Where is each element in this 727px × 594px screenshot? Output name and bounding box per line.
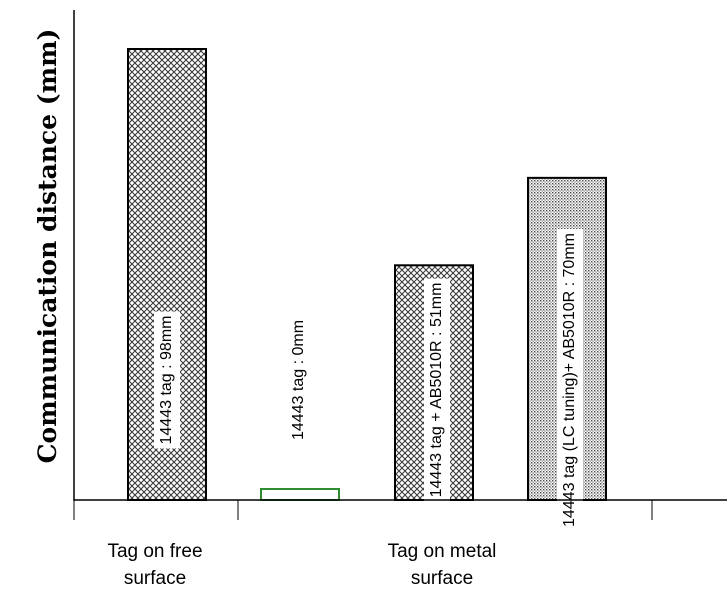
bar-label-4: 14443 tag (LC tuning)+ AB5010R : 70mm bbox=[561, 233, 578, 527]
bar-label-1: 14443 tag : 98mm bbox=[158, 316, 175, 445]
y-axis-label-group: Communication distance (mm) bbox=[33, 29, 62, 464]
bar-2 bbox=[260, 488, 340, 501]
group-label-1-line-2: surface bbox=[124, 568, 186, 589]
bars-layer: 14443 tag : 98mm 14443 tag : 0mm 14443 tag… bbox=[127, 48, 607, 531]
bar-label-backdrop bbox=[424, 278, 450, 502]
bar-label-2: 14443 tag : 0mm bbox=[290, 320, 307, 440]
bar-label-backdrop bbox=[557, 229, 583, 531]
group-label-2-line-2: surface bbox=[411, 568, 473, 589]
group-labels-layer: Tag on free surface Tag on metal surface bbox=[107, 541, 496, 589]
bar-label-backdrop bbox=[154, 311, 180, 449]
group-label-2-line-1: Tag on metal bbox=[388, 541, 497, 562]
bar-label-3: 14443 tag + AB5010R : 51mm bbox=[428, 283, 445, 498]
y-axis-label: Communication distance (mm) bbox=[33, 29, 62, 464]
group-label-1-line-1: Tag on free bbox=[107, 541, 202, 562]
